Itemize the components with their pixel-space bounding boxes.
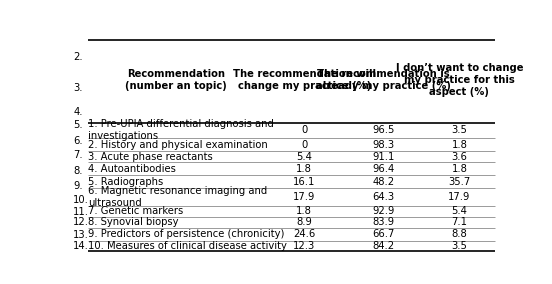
Text: 1.8: 1.8 [452, 139, 468, 149]
Text: 96.5: 96.5 [372, 125, 395, 135]
Text: 24.6: 24.6 [293, 229, 315, 239]
Text: 6. Magnetic resonance imaging and
ultrasound: 6. Magnetic resonance imaging and ultras… [88, 186, 268, 208]
Text: 5.: 5. [73, 120, 83, 130]
Text: 1.8: 1.8 [452, 164, 468, 174]
Text: 8.8: 8.8 [452, 229, 467, 239]
Text: 64.3: 64.3 [373, 192, 395, 202]
Text: 10. Measures of clinical disease activity: 10. Measures of clinical disease activit… [88, 241, 287, 251]
Text: 6.: 6. [73, 136, 83, 146]
Text: 12.3: 12.3 [293, 241, 315, 251]
Text: 3.5: 3.5 [452, 241, 468, 251]
Text: 35.7: 35.7 [448, 177, 470, 187]
Text: 9. Predictors of persistence (chronicity): 9. Predictors of persistence (chronicity… [88, 229, 285, 239]
Text: 3.5: 3.5 [452, 125, 468, 135]
Text: 3.6: 3.6 [452, 152, 468, 162]
Text: Recommendation
(number an topic): Recommendation (number an topic) [125, 69, 227, 91]
Text: 1. Pre-UPIA differential diagnosis and
investigations: 1. Pre-UPIA differential diagnosis and i… [88, 120, 274, 141]
Text: 5. Radiographs: 5. Radiographs [88, 177, 163, 187]
Text: 5.4: 5.4 [452, 206, 468, 216]
Text: 17.9: 17.9 [448, 192, 470, 202]
Text: 0: 0 [301, 139, 307, 149]
Text: 8. Synovial biopsy: 8. Synovial biopsy [88, 217, 179, 227]
Text: 2. History and physical examination: 2. History and physical examination [88, 139, 268, 149]
Text: The recommendation is
already my practice (%): The recommendation is already my practic… [316, 69, 451, 91]
Text: 1.8: 1.8 [296, 164, 312, 174]
Text: 3. Acute phase reactants: 3. Acute phase reactants [88, 152, 213, 162]
Text: 3.: 3. [73, 83, 83, 93]
Text: 13.: 13. [73, 229, 89, 240]
Text: The recommendation will
change my practice (%): The recommendation will change my practi… [233, 69, 376, 91]
Text: 48.2: 48.2 [373, 177, 395, 187]
Text: 2.: 2. [73, 52, 83, 62]
Text: 14.: 14. [73, 241, 89, 251]
Text: 4. Autoantibodies: 4. Autoantibodies [88, 164, 176, 174]
Text: 5.4: 5.4 [296, 152, 312, 162]
Text: 7.1: 7.1 [452, 217, 468, 227]
Text: 92.9: 92.9 [372, 206, 395, 216]
Text: 10.: 10. [73, 195, 89, 205]
Text: I don’t want to change
my practice for this
aspect (%): I don’t want to change my practice for t… [396, 63, 523, 97]
Text: 7.: 7. [73, 151, 83, 160]
Text: 8.9: 8.9 [296, 217, 312, 227]
Text: 17.9: 17.9 [293, 192, 316, 202]
Text: 9.: 9. [73, 181, 83, 191]
Text: 96.4: 96.4 [372, 164, 395, 174]
Text: 0: 0 [301, 125, 307, 135]
Text: 7. Genetic markers: 7. Genetic markers [88, 206, 183, 216]
Text: 83.9: 83.9 [373, 217, 395, 227]
Text: 91.1: 91.1 [372, 152, 395, 162]
Text: 84.2: 84.2 [373, 241, 395, 251]
Text: 16.1: 16.1 [293, 177, 316, 187]
Text: 11.: 11. [73, 207, 89, 217]
Text: 66.7: 66.7 [372, 229, 395, 239]
Text: 4.: 4. [73, 107, 83, 117]
Text: 1.8: 1.8 [296, 206, 312, 216]
Text: 98.3: 98.3 [373, 139, 395, 149]
Text: 8.: 8. [73, 166, 83, 176]
Text: 12.: 12. [73, 217, 89, 227]
